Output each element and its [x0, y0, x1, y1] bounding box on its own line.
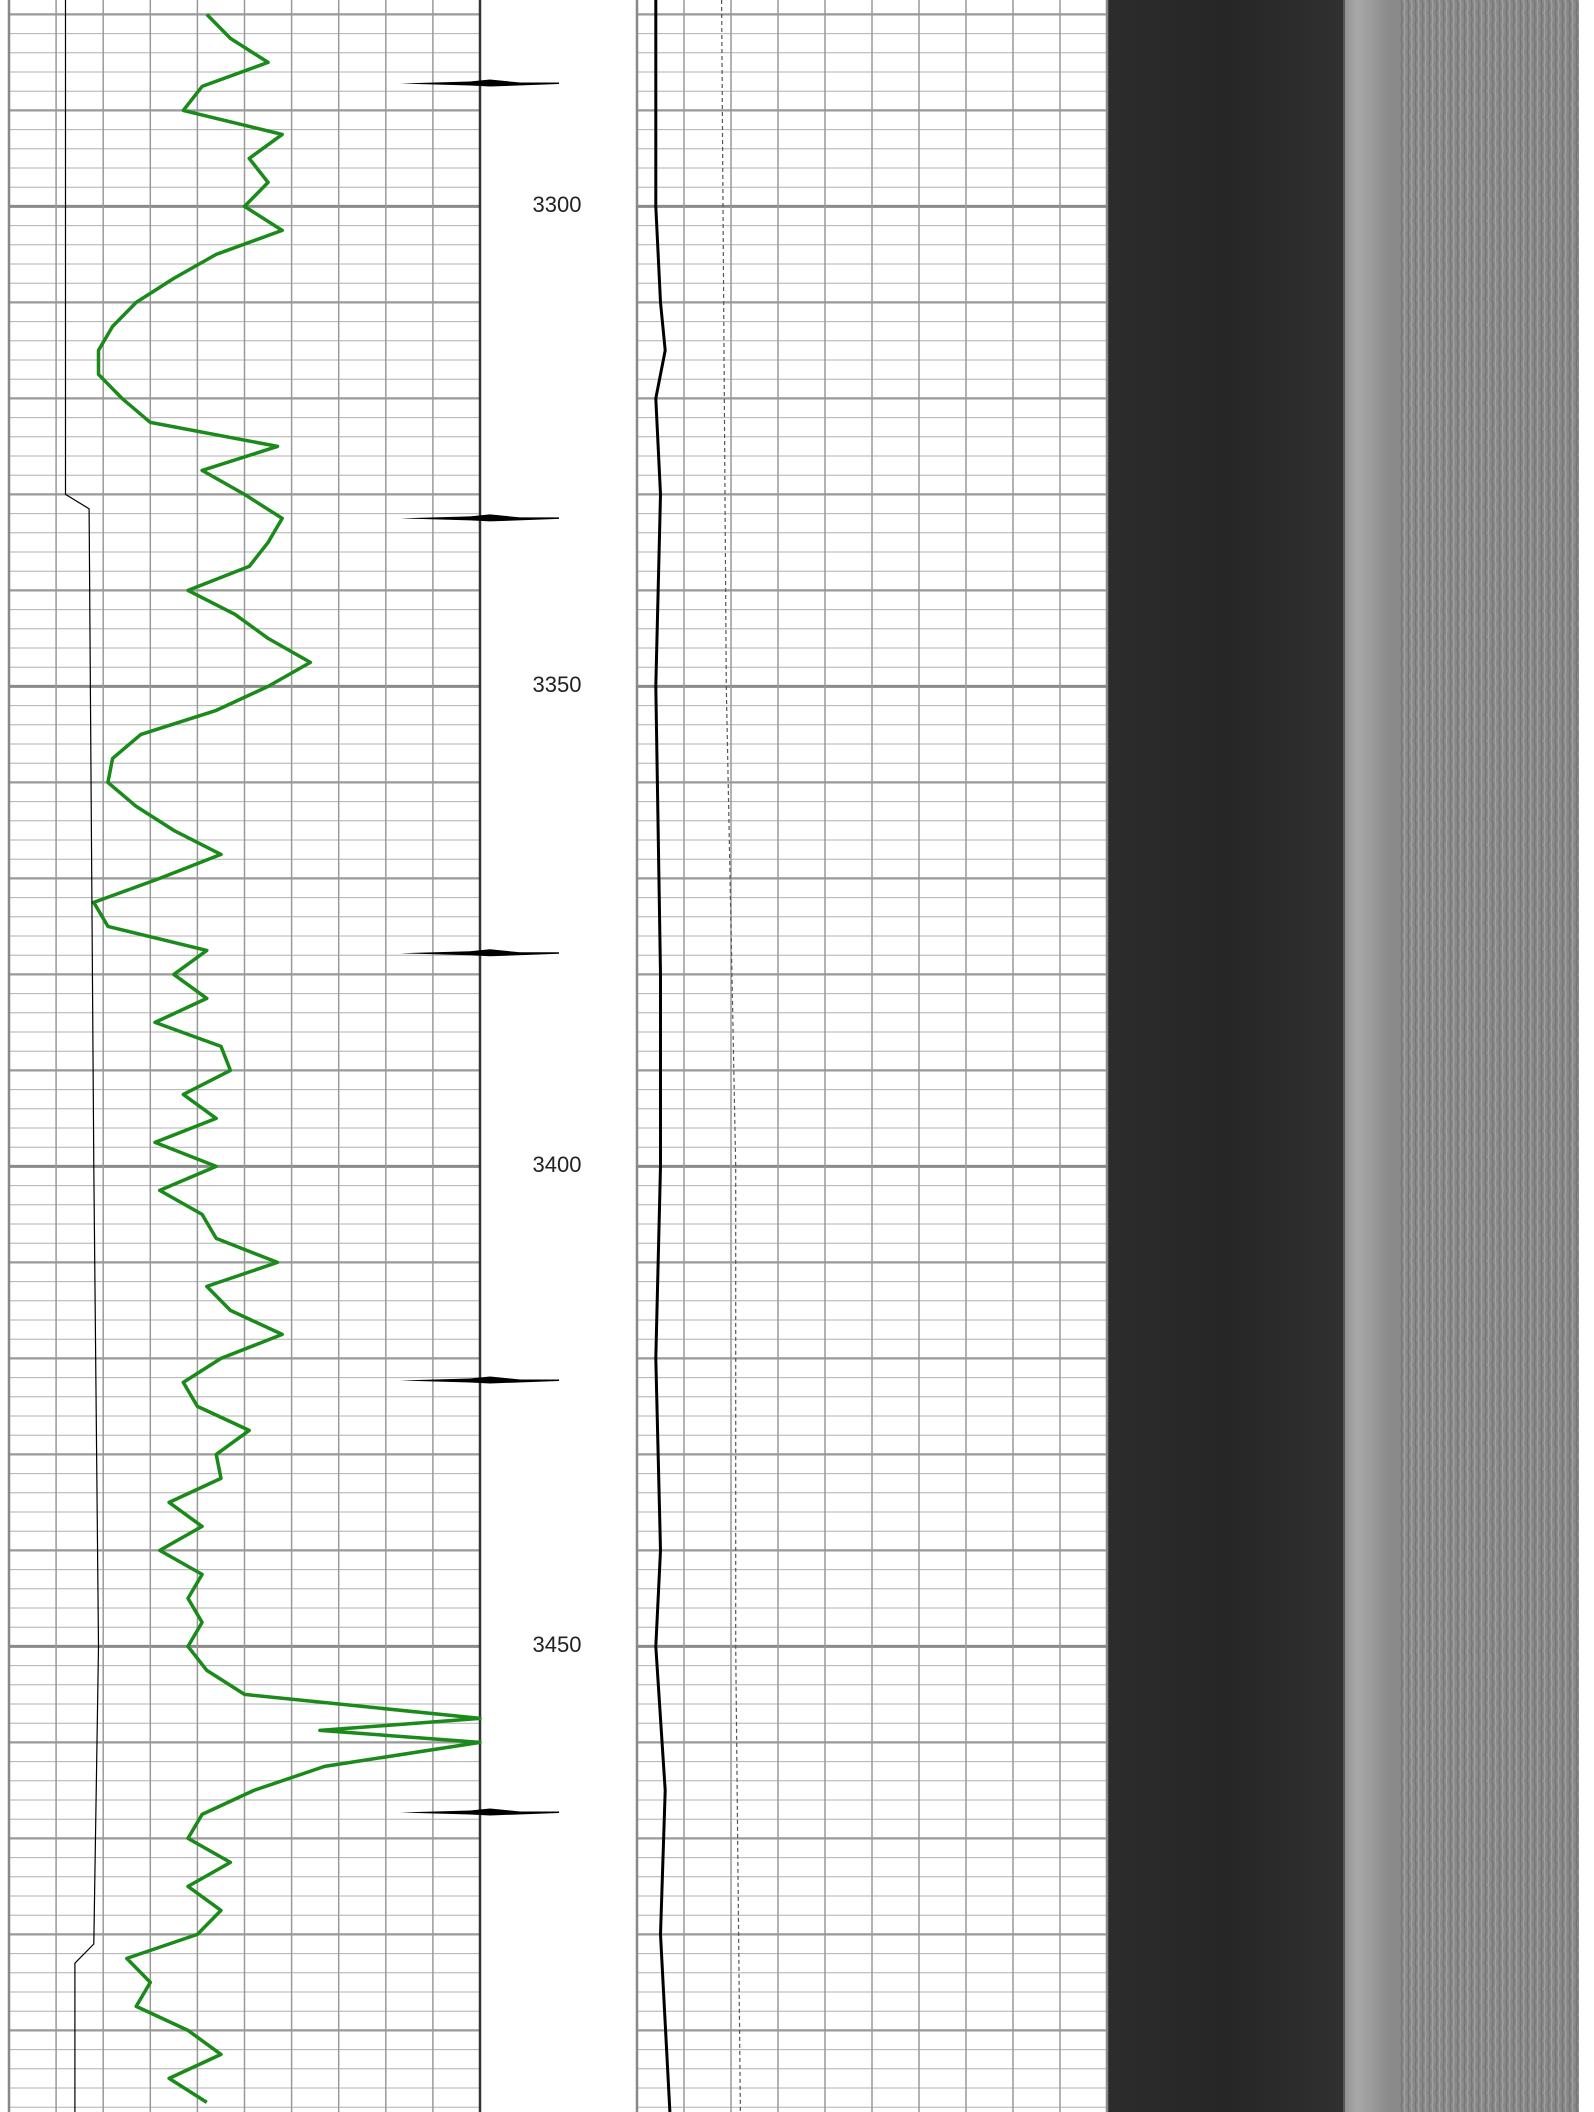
- image-track-dark: [1107, 0, 1343, 2112]
- grid: [7, 0, 1109, 2112]
- depth-label: 3400: [533, 1152, 582, 1177]
- depth-marker: [400, 949, 559, 957]
- log-curve: [92, 13, 482, 2104]
- depth-marker: [400, 514, 559, 522]
- depth-label: 3350: [533, 672, 582, 697]
- depth-label: 3450: [533, 1632, 582, 1657]
- depth-marker: [400, 1808, 559, 1816]
- log-curve: [654, 0, 672, 2112]
- image-texture: [1400, 0, 1579, 2112]
- curves: [64, 0, 741, 2112]
- log-curve: [721, 0, 741, 2112]
- depth-label: 3300: [533, 192, 582, 217]
- depth-marker: [400, 1376, 559, 1384]
- depth-marker: [400, 79, 559, 87]
- log-curve: [64, 0, 100, 2112]
